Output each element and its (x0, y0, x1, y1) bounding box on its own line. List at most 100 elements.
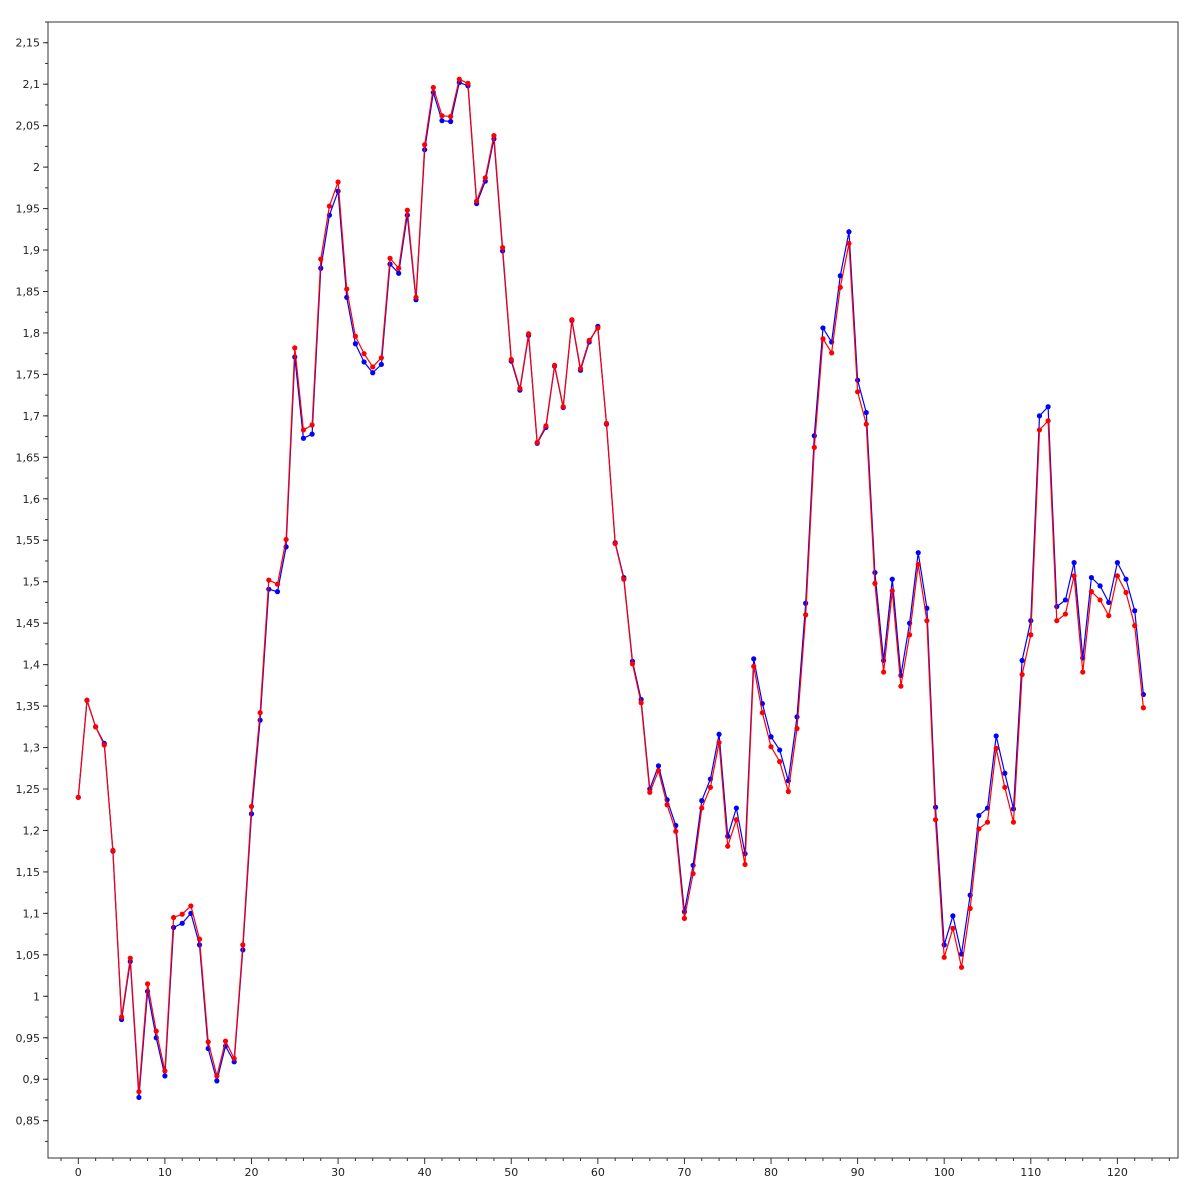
data-point (352, 333, 358, 339)
data-point (525, 331, 532, 337)
data-point (794, 725, 800, 732)
data-point (915, 550, 921, 556)
data-point (898, 683, 904, 689)
data-point (162, 1068, 168, 1074)
data-point (1088, 574, 1095, 581)
y-tick-label: 1,7 (23, 410, 41, 423)
data-point (387, 255, 393, 261)
data-point (430, 84, 436, 91)
data-point (335, 188, 341, 194)
data-point (214, 1073, 220, 1079)
data-point (361, 359, 367, 365)
data-point (855, 389, 861, 395)
data-point (603, 420, 610, 426)
data-point (404, 207, 410, 213)
data-point (1071, 560, 1077, 566)
data-point (136, 1089, 142, 1095)
y-tick-label: 1,9 (23, 244, 41, 257)
x-tick-label: 0 (75, 1166, 82, 1179)
data-point (777, 747, 783, 753)
data-point (742, 861, 748, 868)
data-point (1097, 583, 1103, 589)
data-point (326, 203, 333, 209)
data-point (292, 345, 298, 351)
y-tick-label: 2 (33, 161, 40, 174)
data-point (248, 803, 255, 810)
data-point (1132, 608, 1138, 614)
data-point (595, 325, 601, 331)
data-point (231, 1055, 237, 1062)
data-point (413, 294, 419, 300)
data-point (733, 805, 739, 811)
data-point (439, 113, 445, 119)
data-point (577, 366, 584, 372)
data-point (725, 833, 731, 839)
data-point (205, 1039, 211, 1045)
y-tick-label: 1,5 (23, 576, 41, 589)
axes (47, 21, 1179, 1159)
y-tick-label: 1,05 (16, 949, 41, 962)
data-point (136, 1094, 142, 1101)
data-point (794, 714, 800, 720)
data-point (829, 350, 835, 356)
data-point (448, 118, 454, 125)
data-point (1010, 819, 1017, 825)
y-tick-label: 1,35 (16, 700, 41, 713)
data-point (768, 744, 774, 750)
data-point (803, 612, 809, 618)
data-point (474, 198, 480, 204)
x-tick-label: 90 (851, 1166, 865, 1179)
data-point (274, 589, 281, 595)
data-point (179, 920, 185, 926)
y-tick-label: 1,3 (23, 742, 41, 755)
data-point (257, 710, 263, 716)
data-point (266, 586, 272, 592)
data-point (811, 444, 817, 450)
data-point (1019, 671, 1025, 678)
data-point (612, 540, 618, 547)
data-point (170, 914, 177, 921)
data-point (1054, 618, 1060, 624)
data-point (1071, 573, 1077, 579)
data-point (75, 794, 81, 800)
data-point (162, 1073, 168, 1079)
y-tick-label: 1,65 (16, 451, 41, 464)
data-point (196, 936, 203, 942)
data-point (1045, 404, 1051, 410)
data-point (551, 362, 558, 368)
data-point (300, 435, 307, 441)
y-tick-label: 0,95 (16, 1032, 41, 1045)
data-point (976, 826, 982, 832)
data-point (370, 364, 376, 370)
data-point (941, 942, 947, 948)
x-tick-label: 80 (764, 1166, 778, 1179)
data-point (534, 439, 540, 446)
data-point (1106, 613, 1112, 619)
data-point (837, 284, 843, 290)
data-point (1123, 576, 1129, 582)
data-point (422, 142, 428, 148)
data-point (1045, 418, 1051, 424)
data-point (465, 80, 471, 86)
data-point (863, 421, 869, 427)
data-point (101, 742, 107, 748)
data-point (647, 789, 653, 795)
data-point (144, 981, 151, 987)
data-point (1088, 589, 1095, 595)
data-point (664, 802, 670, 808)
data-point (751, 656, 757, 662)
data-point (872, 569, 878, 576)
data-point (811, 433, 817, 439)
data-point (906, 632, 913, 638)
data-point (941, 954, 947, 960)
data-point (863, 409, 869, 416)
x-tick-label: 60 (591, 1166, 605, 1179)
x-axis-ticks: 0 10 20 30 40 50 60 70 80 90 100 110 120 (60, 1158, 1170, 1179)
data-point (283, 536, 289, 543)
data-point (274, 581, 281, 587)
data-point (1036, 427, 1043, 433)
data-point (153, 1028, 159, 1034)
data-point (967, 905, 973, 912)
data-point (673, 828, 679, 834)
